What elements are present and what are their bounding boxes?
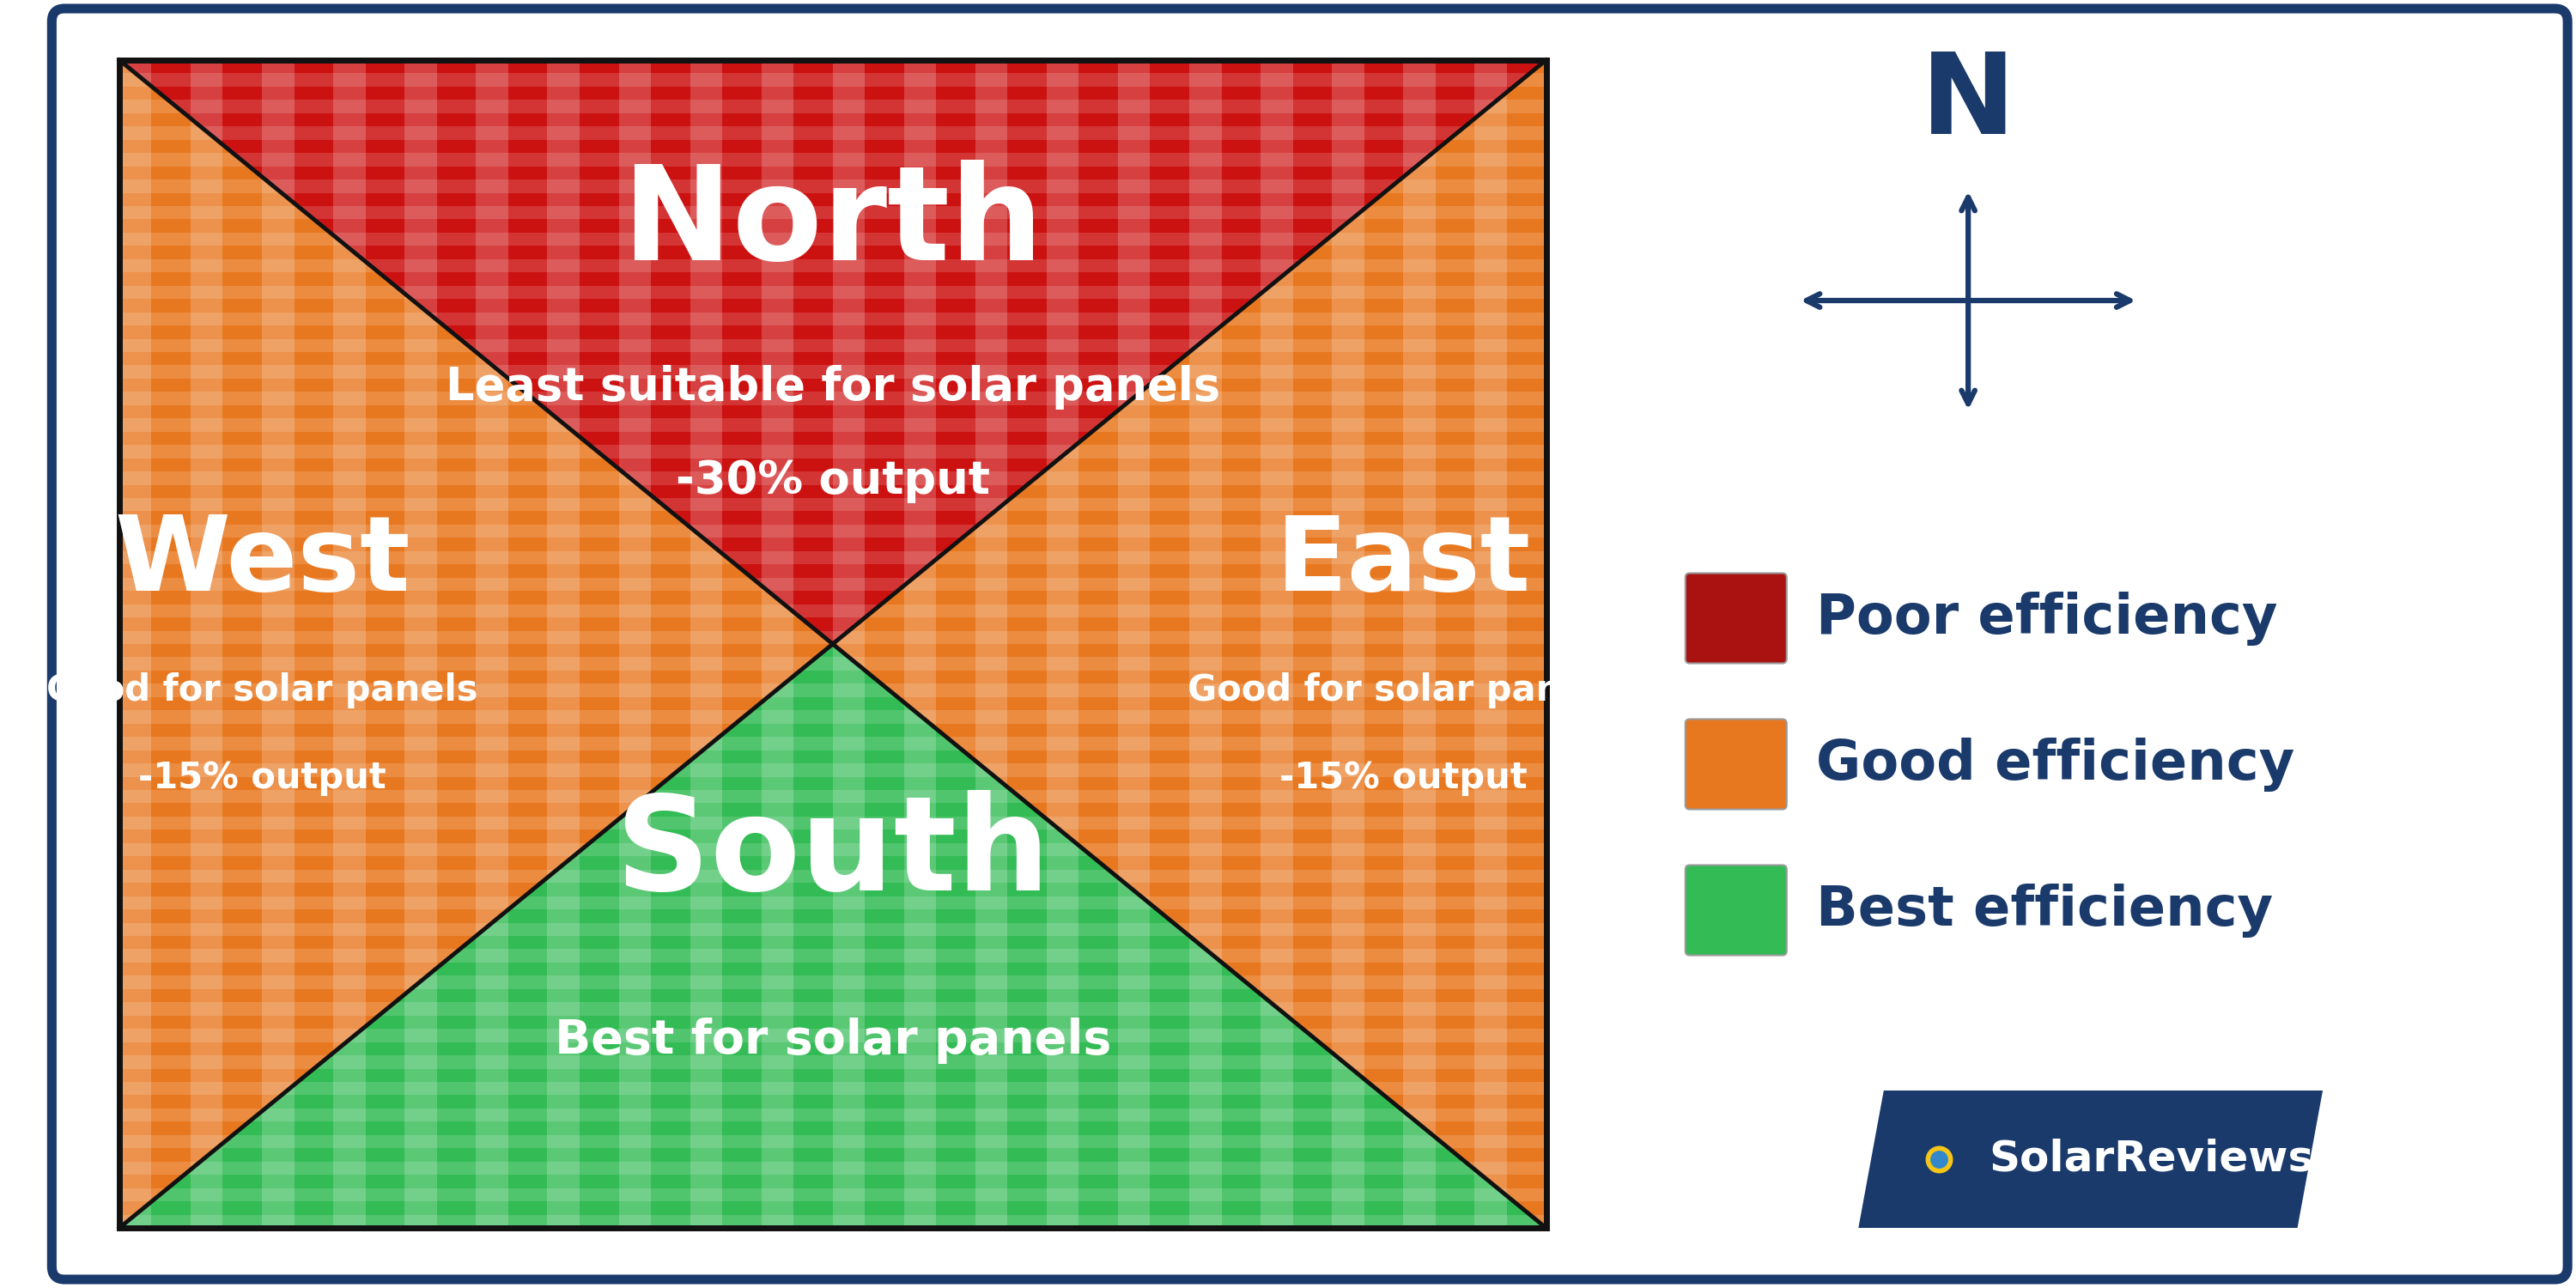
Bar <box>118 286 1546 299</box>
Bar <box>1332 61 1365 1227</box>
Bar <box>118 1002 1546 1015</box>
Bar <box>118 764 1546 777</box>
Bar <box>263 61 294 1227</box>
Bar <box>118 790 1546 804</box>
Text: Good efficiency: Good efficiency <box>1816 737 2295 791</box>
Bar <box>118 896 1546 909</box>
Bar <box>118 949 1546 962</box>
Bar <box>118 922 1546 936</box>
Polygon shape <box>118 61 1546 644</box>
Bar <box>118 817 1546 829</box>
Bar <box>1190 61 1221 1227</box>
Text: -15% output: -15% output <box>139 760 386 796</box>
Text: SolarReviews: SolarReviews <box>1989 1139 2313 1180</box>
Bar <box>904 61 935 1227</box>
Bar <box>118 1055 1546 1069</box>
Bar <box>118 551 1546 564</box>
Bar <box>118 869 1546 882</box>
Polygon shape <box>118 644 1546 1227</box>
Bar <box>118 684 1546 697</box>
Bar <box>1404 61 1435 1227</box>
Polygon shape <box>832 61 1546 1227</box>
Bar <box>118 577 1546 591</box>
Bar <box>118 498 1546 511</box>
Text: North: North <box>623 160 1043 287</box>
Bar <box>118 312 1546 326</box>
Bar <box>118 61 1546 1227</box>
Bar <box>118 206 1546 219</box>
Bar <box>118 73 1546 86</box>
Bar <box>118 392 1546 406</box>
Text: Good for solar panels: Good for solar panels <box>46 672 477 708</box>
Bar <box>976 61 1007 1227</box>
Text: Best for solar panels: Best for solar panels <box>554 1018 1110 1064</box>
FancyBboxPatch shape <box>1685 719 1788 809</box>
Bar <box>118 1188 1546 1202</box>
Bar <box>118 419 1546 431</box>
Bar <box>618 61 652 1227</box>
Bar <box>118 976 1546 989</box>
Bar <box>118 1135 1546 1149</box>
Text: Poor efficiency: Poor efficiency <box>1816 591 2277 645</box>
Bar <box>332 61 366 1227</box>
Bar <box>1260 61 1293 1227</box>
FancyBboxPatch shape <box>1685 866 1788 956</box>
Text: N: N <box>1922 49 2014 157</box>
Bar <box>118 471 1546 484</box>
Polygon shape <box>1857 1091 2324 1227</box>
Bar <box>477 61 507 1227</box>
Bar <box>118 844 1546 857</box>
Bar <box>118 1162 1546 1175</box>
Polygon shape <box>118 61 832 1227</box>
Bar <box>690 61 721 1227</box>
Bar <box>118 61 152 1227</box>
Text: Good for solar panels: Good for solar panels <box>1188 672 1620 708</box>
Text: Best efficiency: Best efficiency <box>1816 884 2272 938</box>
Bar <box>118 179 1546 193</box>
Bar <box>546 61 580 1227</box>
Bar <box>118 100 1546 113</box>
Bar <box>118 524 1546 538</box>
Bar <box>118 153 1546 166</box>
Bar <box>118 366 1546 379</box>
Bar <box>762 61 793 1227</box>
Bar <box>118 711 1546 724</box>
Bar <box>118 657 1546 671</box>
Bar <box>118 233 1546 246</box>
Text: West: West <box>113 513 410 613</box>
Bar <box>118 444 1546 459</box>
Bar <box>191 61 222 1227</box>
Bar <box>1118 61 1149 1227</box>
Text: -15% output: -15% output <box>1280 760 1528 796</box>
Bar <box>118 259 1546 273</box>
Bar <box>118 339 1546 352</box>
Bar <box>118 1082 1546 1095</box>
Bar <box>1473 61 1507 1227</box>
FancyBboxPatch shape <box>1685 573 1788 663</box>
Text: East: East <box>1275 513 1530 613</box>
Bar <box>118 126 1546 139</box>
Text: Least suitable for solar panels: Least suitable for solar panels <box>446 365 1221 410</box>
Bar <box>118 604 1546 617</box>
FancyBboxPatch shape <box>52 9 2568 1279</box>
Bar <box>832 61 866 1227</box>
Bar <box>404 61 438 1227</box>
Bar <box>118 1029 1546 1042</box>
Text: -30% output: -30% output <box>675 459 989 502</box>
Bar <box>118 631 1546 644</box>
Bar <box>118 1109 1546 1122</box>
Bar <box>118 737 1546 750</box>
Text: South: South <box>616 791 1051 918</box>
Bar <box>118 1215 1546 1227</box>
Bar <box>1046 61 1079 1227</box>
